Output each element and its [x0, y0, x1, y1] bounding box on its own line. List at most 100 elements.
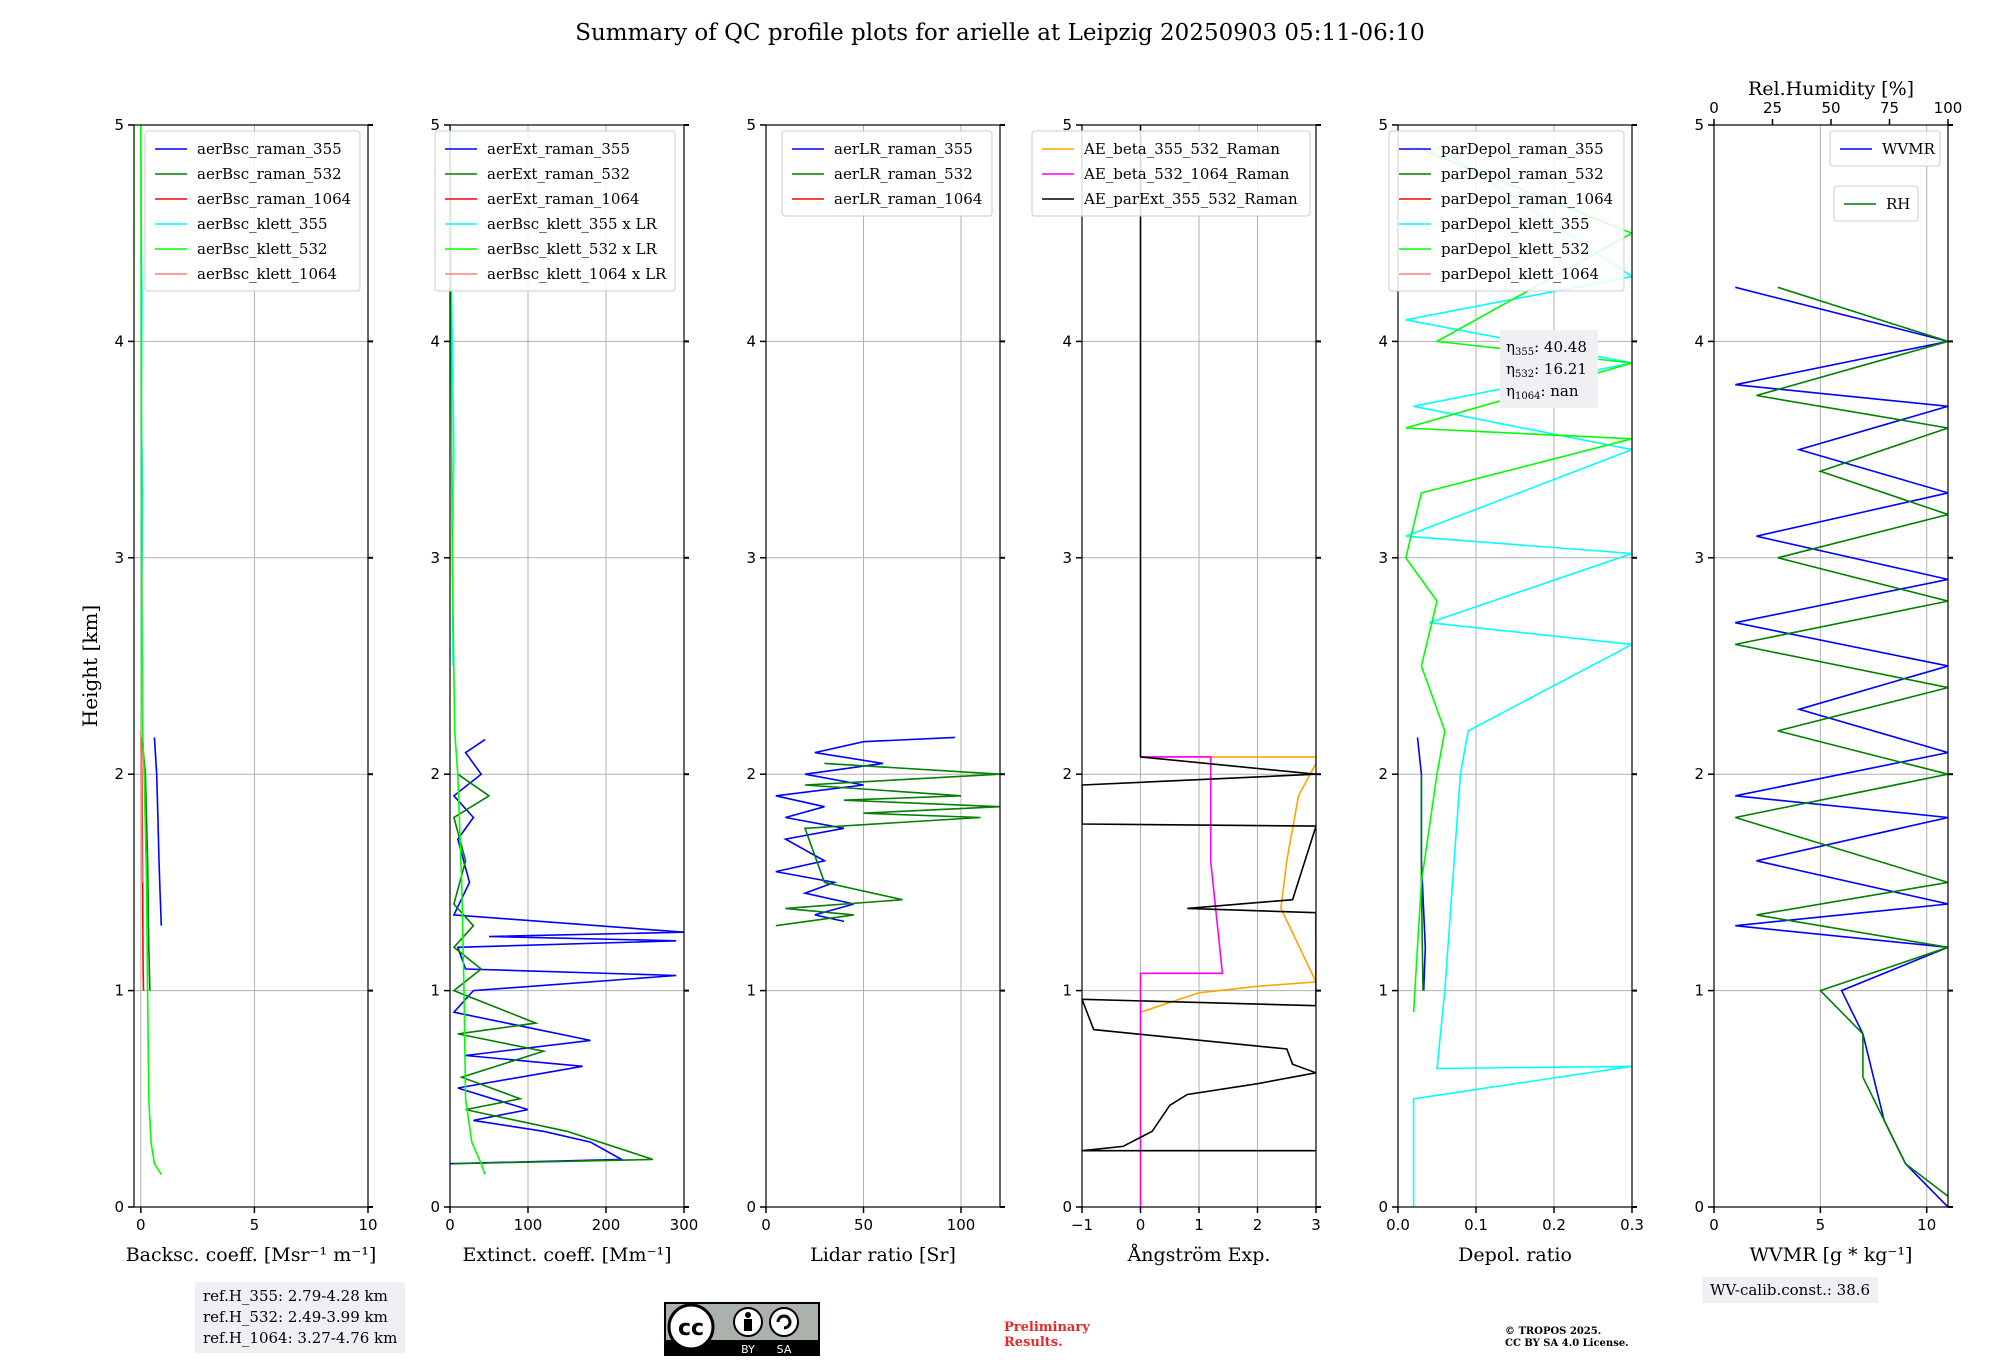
series-aerLR_raman_532	[775, 762, 1000, 927]
legend-entry: parDepol_klett_355	[1441, 215, 1590, 233]
series-AE_parExt_355_532_Raman	[1082, 125, 1316, 1152]
legend-entry: parDepol_raman_1064	[1441, 190, 1613, 208]
x-tick-label: 0.2	[1542, 1216, 1566, 1234]
x2-tick-label: 100	[1934, 99, 1963, 117]
legend: aerBsc_raman_355 aerBsc_raman_532 aerBsc_r…	[144, 130, 361, 292]
y-axis-label: Height [km]	[78, 605, 102, 727]
x2-axis-label: Rel.Humidity [%]	[1748, 78, 1914, 100]
preliminary-line-2: Results.	[1004, 1335, 1063, 1350]
legend-box	[1031, 130, 1311, 217]
y-tick-label: 1	[746, 982, 756, 1000]
y-tick-label: 5	[1378, 116, 1388, 134]
reference-heights-box: ref.H_355: 2.79-4.28 km ref.H_532: 2.49-…	[195, 1282, 406, 1353]
y-tick-label: 4	[114, 332, 124, 350]
ref-height-1064: ref.H_1064: 3.27-4.76 km	[203, 1329, 398, 1347]
cc-by-sa-license-icon: cc BY SA	[664, 1302, 820, 1356]
series-AE_beta_355_532_Raman	[1140, 756, 1316, 1013]
x-tick-label: 0.3	[1620, 1216, 1644, 1234]
series-parDepol_klett_355	[1405, 145, 1632, 1207]
wv-calibration-box: WV-calib.const.: 38.6	[1702, 1277, 1879, 1303]
panel-depol: 0.0 0.1 0.2 0.3 0 1 2 3 4 5 Depol. ratio parDepol_r…	[1378, 116, 1643, 1266]
copyright-line-1: © TROPOS 2025.	[1505, 1326, 1602, 1337]
legend-entry: aerBsc_klett_1064	[197, 265, 337, 283]
legend-entry: aerBsc_klett_532	[197, 240, 328, 258]
y-tick-label: 2	[1694, 765, 1704, 783]
x-tick-label: 200	[592, 1216, 621, 1234]
y-tick-label: 1	[114, 982, 124, 1000]
y-tick-label: 3	[746, 549, 756, 567]
legend-entry: aerBsc_klett_355	[197, 215, 328, 233]
legend-entry: WVMR	[1882, 140, 1936, 158]
y-tick-label: 4	[1378, 332, 1388, 350]
x-tick-label: 0	[761, 1216, 771, 1234]
y-tick-label: 0	[1062, 1198, 1072, 1216]
x-tick-label: 0	[1709, 1216, 1719, 1234]
panel-bsc: 0 5 10 0 1 2 3 4 5 Backsc. coeff. [Msr⁻¹ m⁻¹] Heig…	[78, 116, 378, 1266]
x-axis-label: Lidar ratio [Sr]	[810, 1244, 956, 1266]
series-aerBsc_klett_1064	[140, 730, 143, 883]
x-tick-label: 1	[1194, 1216, 1204, 1234]
legend: AE_beta_355_532_Raman AE_beta_532_1064_Ra…	[1031, 130, 1311, 217]
series-RH	[1735, 286, 1948, 1197]
y-tick-label: 3	[1062, 549, 1072, 567]
preliminary-line-1: Preliminary	[1004, 1320, 1090, 1335]
y-tick-label: 2	[1378, 765, 1388, 783]
series-AE_beta_532_1064_Raman	[1139, 756, 1224, 1207]
y-tick-label: 1	[1062, 982, 1072, 1000]
legend-entry: aerExt_raman_1064	[487, 190, 640, 208]
x2-tick-label: 50	[1821, 99, 1840, 117]
y-tick-label: 1	[1378, 982, 1388, 1000]
legend-entry: aerBsc_raman_355	[197, 140, 342, 158]
x-axis-label: Ångström Exp.	[1127, 1244, 1271, 1266]
legend-entry: aerBsc_raman_532	[197, 165, 342, 183]
series-aerExt_raman_532	[452, 773, 654, 1165]
x-tick-label: 0	[445, 1216, 455, 1234]
y-tick-label: 5	[430, 116, 440, 134]
copyright-notice: © TROPOS 2025. CC BY SA 4.0 License.	[1505, 1326, 1629, 1350]
legend-entry: aerBsc_klett_532 x LR	[487, 240, 658, 258]
preliminary-notice: Preliminary Results.	[1004, 1320, 1090, 1350]
y-tick-label: 2	[1062, 765, 1072, 783]
legend-entry: aerBsc_klett_355 x LR	[487, 215, 658, 233]
x-tick-label: 0	[1136, 1216, 1146, 1234]
legend-wvmr: WVMR	[1829, 130, 1941, 167]
y-tick-label: 0	[114, 1198, 124, 1216]
svg-text:cc: cc	[678, 1316, 704, 1341]
series-aerBsc_klett_532 x LR	[450, 125, 486, 1175]
annotation-box	[1500, 330, 1598, 408]
x-tick-label: 0.1	[1464, 1216, 1488, 1234]
y-tick-label: 3	[430, 549, 440, 567]
copyright-line-2: CC BY SA 4.0 License.	[1505, 1338, 1629, 1349]
legend-entry: AE_parExt_355_532_Raman	[1083, 190, 1298, 208]
legend-entry: aerExt_raman_532	[487, 165, 630, 183]
x-tick-label: 50	[854, 1216, 873, 1234]
x-axis-label: Backsc. coeff. [Msr⁻¹ m⁻¹]	[126, 1244, 377, 1266]
legend-entry: AE_beta_355_532_Raman	[1083, 140, 1280, 158]
series-aerExt_raman_355	[450, 738, 684, 1165]
y-tick-label: 5	[1062, 116, 1072, 134]
y-tick-label: 0	[1694, 1198, 1704, 1216]
axes-frame	[133, 124, 369, 1208]
legend-entry: parDepol_klett_1064	[1441, 265, 1599, 283]
eta-line: η532: 16.21	[1506, 360, 1587, 380]
legend-entry: parDepol_raman_532	[1441, 165, 1604, 183]
ref-height-355: ref.H_355: 2.79-4.28 km	[203, 1287, 388, 1305]
legend-entry: aerLR_raman_355	[834, 140, 973, 158]
legend-box	[1388, 130, 1625, 292]
y-tick-label: 3	[1378, 549, 1388, 567]
panel-ext: 0 100 200 300 0 1 2 3 4 5 Extinct. coeff. [Mm⁻¹] ae…	[430, 116, 698, 1266]
x2-tick-label: 0	[1709, 99, 1719, 117]
x-axis-label: Depol. ratio	[1458, 1244, 1572, 1266]
series-aerBsc_raman_355	[153, 737, 163, 926]
x-tick-label: 10	[1917, 1216, 1936, 1234]
y-tick-label: 1	[430, 982, 440, 1000]
x-tick-label: −1	[1071, 1216, 1093, 1234]
legend-entry: aerBsc_klett_1064 x LR	[487, 265, 667, 283]
legend-entry: RH	[1886, 195, 1910, 213]
figure-title: Summary of QC profile plots for arielle …	[575, 20, 1425, 46]
x-tick-label: 300	[670, 1216, 699, 1234]
